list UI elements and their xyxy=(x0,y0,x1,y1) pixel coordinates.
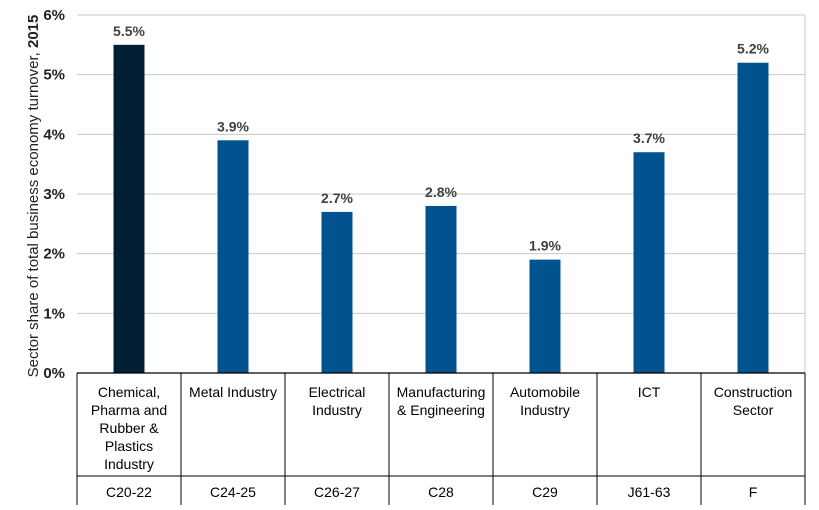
bar xyxy=(217,140,249,373)
data-label: 5.5% xyxy=(113,23,145,39)
data-label: 2.7% xyxy=(321,190,353,206)
category-label: Electrical xyxy=(309,384,366,400)
y-tick-label: 2% xyxy=(43,246,65,263)
data-label: 2.8% xyxy=(425,184,457,200)
category-code: C28 xyxy=(428,484,454,500)
bar xyxy=(321,211,353,373)
bar xyxy=(425,205,457,373)
category-label: Industry xyxy=(104,456,154,472)
y-tick-label: 4% xyxy=(43,126,65,143)
category-label: Metal Industry xyxy=(189,384,277,400)
category-table: Chemical, Pharma and Rubber & Plastics Indus… xyxy=(76,372,806,505)
category-code: C24-25 xyxy=(210,484,256,500)
data-label: 3.9% xyxy=(217,118,249,134)
category-code: J61-63 xyxy=(628,484,671,500)
category-label: ICT xyxy=(638,384,661,400)
bar xyxy=(529,259,561,373)
bar xyxy=(633,152,665,373)
bar xyxy=(737,62,769,373)
category-label: & Engineering xyxy=(397,402,485,418)
y-tick-label: 3% xyxy=(43,186,65,203)
data-label: 5.2% xyxy=(737,41,769,57)
bar xyxy=(113,44,145,373)
category-label: Plastics xyxy=(105,438,153,454)
category-label: Industry xyxy=(520,402,570,418)
category-code: C26-27 xyxy=(314,484,360,500)
category-code: C29 xyxy=(532,484,558,500)
category-label: Construction xyxy=(714,384,793,400)
category-label: Sector xyxy=(733,402,774,418)
y-axis-label: Sector share of total business economy t… xyxy=(25,15,42,378)
bars xyxy=(113,44,769,373)
category-label: Chemical, xyxy=(98,384,160,400)
category-code: C20-22 xyxy=(106,484,152,500)
category-label: Industry xyxy=(312,402,362,418)
category-code: F xyxy=(749,484,758,500)
y-tick-label: 0% xyxy=(43,365,65,382)
y-tick-label: 5% xyxy=(43,67,65,84)
category-label: Pharma and xyxy=(91,402,167,418)
category-label: Manufacturing xyxy=(397,384,486,400)
y-axis-label-text: Sector share of total business economy t… xyxy=(25,48,42,377)
y-axis-label-year: 2015 xyxy=(25,15,42,48)
y-axis-ticks: 0% 1% 2% 3% 4% 5% 6% xyxy=(43,7,65,382)
data-label: 1.9% xyxy=(529,238,561,254)
y-tick-label: 6% xyxy=(43,7,65,24)
data-label: 3.7% xyxy=(633,130,665,146)
data-labels: 5.5% 3.9% 2.7% 2.8% 1.9% 3.7% 5.2% xyxy=(113,23,769,254)
y-tick-label: 1% xyxy=(43,305,65,322)
gridlines xyxy=(77,14,806,373)
category-label: Automobile xyxy=(510,384,580,400)
category-label: Rubber & xyxy=(99,420,159,436)
